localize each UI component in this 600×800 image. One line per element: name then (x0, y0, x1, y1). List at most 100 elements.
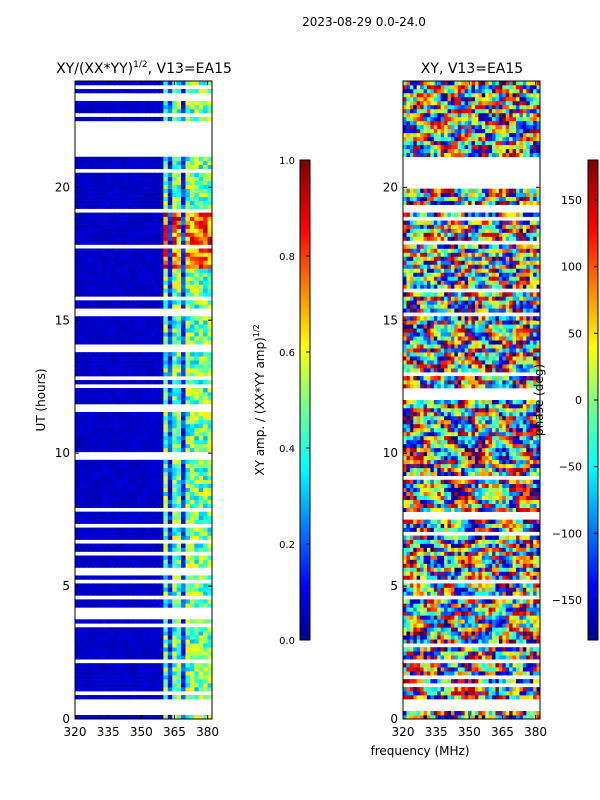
heatmap-cell (88, 156, 94, 162)
heatmap-cell (154, 220, 160, 225)
heatmap-cell (207, 643, 212, 648)
heatmap-cell (101, 272, 107, 277)
heatmap-cell (461, 567, 466, 572)
heatmap-cell (158, 491, 164, 496)
heatmap-cell (154, 447, 160, 453)
heatmap-cell (516, 591, 521, 596)
heatmap-cell (79, 176, 85, 181)
heatmap-cell (154, 396, 160, 401)
heatmap-cell (450, 623, 455, 628)
heatmap-cell (132, 503, 138, 508)
heatmap-cell (194, 116, 200, 122)
heatmap-cell (119, 459, 125, 465)
heatmap-cell (194, 280, 200, 285)
heatmap-cell (516, 599, 521, 604)
heatmap-cell (478, 663, 483, 668)
heatmap-cell (203, 443, 209, 449)
heatmap-cell (194, 487, 200, 493)
heatmap-cell (75, 439, 81, 445)
heatmap-cell (141, 423, 147, 429)
heatmap-cell (194, 459, 200, 465)
heatmap-cell (110, 543, 116, 548)
heatmap-cell (101, 304, 107, 309)
heatmap-cell (114, 156, 120, 162)
heatmap-cell (136, 100, 142, 106)
heatmap-cell (495, 715, 500, 719)
heatmap-cell (194, 559, 200, 564)
heatmap-cell (163, 411, 169, 417)
heatmap-cell (492, 647, 497, 652)
heatmap-cell (461, 583, 466, 588)
heatmap-cell (498, 655, 503, 660)
heatmap-cell (167, 627, 173, 632)
heatmap-cell (172, 431, 178, 437)
heatmap-cell (163, 360, 169, 365)
heatmap-cell (119, 527, 125, 532)
heatmap-cell (198, 563, 204, 568)
heatmap-cell (119, 328, 125, 333)
heatmap-cell (413, 555, 418, 560)
heatmap-cell (105, 104, 111, 110)
heatmap-cell (110, 292, 116, 297)
heatmap-cell (176, 647, 182, 652)
heatmap-cell (536, 711, 540, 716)
heatmap-cell (185, 196, 191, 201)
heatmap-cell (488, 635, 493, 640)
heatmap-cell (185, 695, 191, 700)
heatmap-cell (454, 607, 459, 612)
heatmap-cell (110, 284, 116, 289)
heatmap-cell (430, 583, 435, 588)
heatmap-cell (172, 495, 178, 500)
heatmap-cell (464, 623, 469, 628)
heatmap-cell (79, 164, 85, 170)
heatmap-cell (536, 583, 540, 588)
heatmap-cell (516, 687, 521, 692)
heatmap-cell (512, 547, 517, 552)
heatmap-cell (101, 328, 107, 333)
heatmap-cell (163, 619, 169, 624)
heatmap-cell (110, 471, 116, 477)
heatmap-cell (481, 695, 486, 700)
heatmap-cell (97, 192, 103, 197)
x-tick-label: 335 (97, 725, 120, 739)
heatmap-cell (471, 691, 476, 696)
heatmap-cell (88, 248, 94, 253)
heatmap-cell (406, 563, 411, 568)
heatmap-cell (119, 240, 125, 245)
heatmap-cell (154, 276, 160, 281)
heatmap-cell (141, 116, 147, 122)
heatmap-cell (198, 268, 204, 273)
heatmap-cell (163, 679, 169, 684)
heatmap-cell (128, 204, 134, 209)
heatmap-cell (409, 623, 414, 628)
heatmap-cell (189, 431, 195, 437)
heatmap-cell (128, 459, 134, 465)
heatmap-cell (114, 352, 120, 357)
heatmap-cell (114, 427, 120, 433)
heatmap-cell (176, 635, 182, 640)
heatmap-cell (522, 571, 527, 576)
heatmap-cell (141, 156, 147, 162)
heatmap-cell (203, 663, 209, 668)
heatmap-cell (119, 388, 125, 393)
heatmap-cell (145, 288, 151, 293)
heatmap-cell (450, 715, 455, 719)
heatmap-cell (167, 356, 173, 361)
heatmap-cell (181, 583, 187, 588)
heatmap-cell (509, 587, 514, 592)
heatmap-cell (406, 711, 411, 716)
heatmap-cell (105, 679, 111, 684)
heatmap-cell (158, 435, 164, 441)
heatmap-cell (492, 555, 497, 560)
heatmap-cell (128, 292, 134, 297)
heatmap-cell (536, 571, 540, 576)
heatmap-cell (123, 388, 129, 393)
heatmap-cell (536, 559, 540, 564)
heatmap-cell (167, 88, 173, 94)
heatmap-cell (181, 639, 187, 644)
heatmap-cell (123, 400, 129, 405)
heatmap-cell (468, 619, 473, 624)
heatmap-cell (158, 116, 164, 122)
heatmap-cell (119, 280, 125, 285)
heatmap-cell (105, 320, 111, 325)
